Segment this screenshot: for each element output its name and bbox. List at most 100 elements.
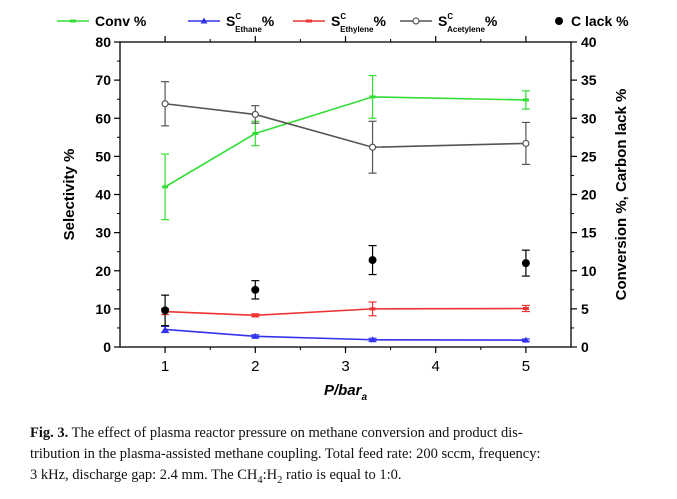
series-line <box>165 307 526 317</box>
caption-line-1: Fig. 3. The effect of plasma reactor pre… <box>30 423 652 444</box>
x-tick-label: 4 <box>432 358 440 375</box>
data-point <box>521 259 530 268</box>
data-point <box>161 306 170 315</box>
legend-item-3: SC Acetylene% <box>400 12 498 34</box>
data-point <box>251 332 259 339</box>
x-tick-label: 5 <box>522 358 530 375</box>
data-point <box>522 139 530 148</box>
data-point <box>368 143 377 151</box>
chart: Conv % SC Ethane% SC Ethylene% SC Acetylene% C … <box>57 12 630 403</box>
series-0 <box>161 74 530 221</box>
caption-label: Fig. 3. <box>30 425 69 441</box>
y-right-tick-label: 25 <box>581 148 597 164</box>
data-point <box>369 95 376 99</box>
caption-text-3a: 3 kHz, discharge gap: 2.4 mm. The CH <box>30 467 258 483</box>
legend-label-main: Conv % <box>95 13 147 29</box>
legend-item-4: C lack % <box>555 13 629 29</box>
y-right-tick-label: 0 <box>581 339 589 355</box>
legend-label-suffix: % <box>373 13 386 29</box>
x-axis-label-sub: a <box>361 392 367 403</box>
caption-text-3b: :H <box>262 467 278 483</box>
y-right-tick-label: 20 <box>581 187 597 203</box>
y-right-tick-label: 40 <box>581 34 597 50</box>
y-right-tick-label: 35 <box>581 72 597 88</box>
data-point <box>162 185 169 189</box>
legend-label-sup: C <box>235 12 241 21</box>
data-point <box>251 285 260 294</box>
caption-sub-4: 4 <box>257 474 263 486</box>
legend-item-2: SC Ethylene% <box>293 12 386 34</box>
legend-label-sup: C <box>340 12 346 21</box>
series-line <box>164 96 526 188</box>
data-point <box>252 313 259 317</box>
legend-label: Conv % <box>95 13 147 29</box>
legend-label: C lack % <box>571 13 629 29</box>
y-left-tick-label: 50 <box>95 148 111 164</box>
caption-line-3: 3 kHz, discharge gap: 2.4 mm. The CH4:H2… <box>30 465 652 486</box>
legend-label: SC Ethane% <box>226 12 275 34</box>
data-point <box>369 336 377 343</box>
legend-label-suffix: % <box>262 13 275 29</box>
legend: Conv % SC Ethane% SC Ethylene% SC Acetylene% C … <box>57 12 629 34</box>
legend-marker <box>70 19 76 23</box>
data-point <box>368 256 377 265</box>
series-1 <box>161 325 530 343</box>
legend-label: SC Acetylene% <box>438 12 498 34</box>
series-3 <box>161 81 530 174</box>
legend-marker <box>306 19 312 23</box>
figure-caption: Fig. 3. The effect of plasma reactor pre… <box>30 423 652 486</box>
legend-item-1: SC Ethane% <box>188 12 275 34</box>
x-tick-label: 2 <box>251 358 259 375</box>
y-left-tick-label: 40 <box>95 187 111 203</box>
x-axis-label-main: P/bar <box>324 382 363 399</box>
legend-label-main: S <box>331 13 340 29</box>
legend-label-main: S <box>226 13 235 29</box>
legend-label-sup: C <box>447 12 453 21</box>
y-left-axis-label: Selectivity % <box>61 149 78 241</box>
data-point <box>522 336 530 343</box>
series-2 <box>161 301 530 318</box>
y-right-tick-label: 5 <box>581 301 589 317</box>
y-left-tick-label: 10 <box>95 301 111 317</box>
legend-label-main: C lack % <box>571 13 629 29</box>
data-point <box>522 98 529 102</box>
plot-area: 1 2 3 4 5 P/bara 0 10 20 30 40 50 60 70 80 0 5 10 15 20 25 30… <box>61 34 630 403</box>
y-right-tick-label: 15 <box>581 225 597 241</box>
legend-label-sub: Ethane <box>235 25 262 34</box>
data-point <box>161 100 169 108</box>
plot-frame <box>119 41 572 348</box>
legend-label-sub: Acetylene <box>447 25 485 34</box>
data-point <box>369 307 376 311</box>
x-tick-label: 3 <box>341 358 349 375</box>
y-left-tick-label: 20 <box>95 263 111 279</box>
y-left-tick-label: 30 <box>95 225 111 241</box>
caption-text-3c: ratio is equal to 1:0. <box>282 467 402 483</box>
y-left-tick-label: 60 <box>95 110 111 126</box>
caption-text-1: The effect of plasma reactor pressure on… <box>71 425 523 441</box>
series-4 <box>161 244 530 327</box>
series-line <box>165 328 526 341</box>
data-point <box>161 325 169 332</box>
y-left-tick-label: 0 <box>103 339 111 355</box>
legend-item-0: Conv % <box>57 13 147 29</box>
y-left-tick-label: 80 <box>95 34 111 50</box>
series-line <box>165 102 526 149</box>
y-right-tick-label: 10 <box>581 263 597 279</box>
legend-marker <box>200 17 208 24</box>
data-point <box>252 132 259 135</box>
legend-label-sub: Ethylene <box>340 25 374 34</box>
data-point <box>251 110 259 119</box>
legend-label: SC Ethylene% <box>331 12 386 34</box>
y-right-tick-label: 30 <box>581 110 597 126</box>
legend-marker <box>412 17 420 25</box>
legend-marker <box>555 17 563 25</box>
caption-sub-2: 2 <box>277 474 283 486</box>
x-tick-label: 1 <box>161 358 169 375</box>
legend-label-main: S <box>438 13 447 29</box>
caption-line-2: tribution in the plasma-assisted methane… <box>30 446 541 462</box>
legend-label-suffix: % <box>485 13 498 29</box>
y-right-axis-label: Conversion %, Carbon lack % <box>613 89 630 301</box>
y-left-tick-label: 70 <box>95 72 111 88</box>
data-point <box>522 306 529 310</box>
x-axis-label: P/bara <box>324 382 368 403</box>
